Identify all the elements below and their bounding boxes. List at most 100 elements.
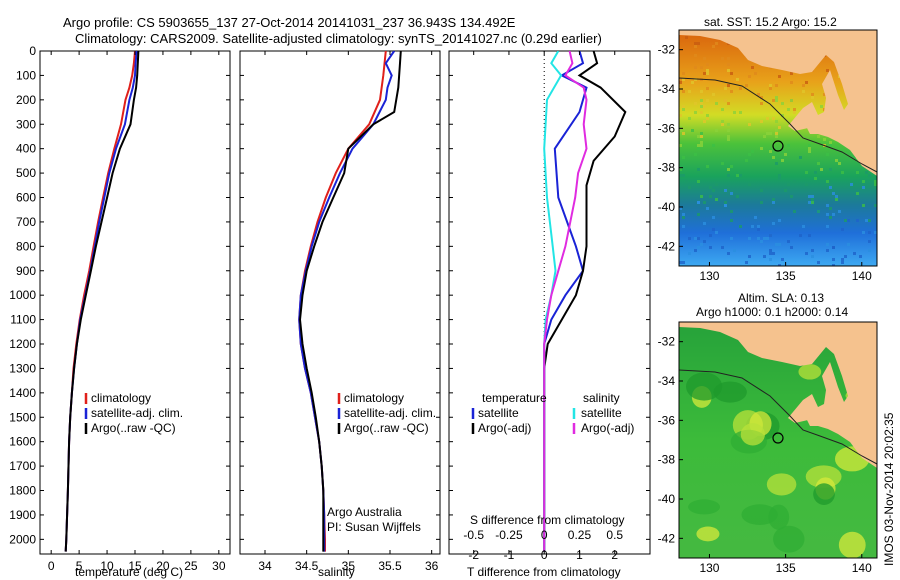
sst-pixel xyxy=(745,261,748,264)
sst-pixel xyxy=(697,168,700,171)
sst-pixel xyxy=(748,123,751,126)
sst-pixel xyxy=(835,159,838,162)
sst-pixel xyxy=(682,72,685,75)
depth-tick-label-13: 1300 xyxy=(9,361,36,375)
depth-tick-label-15: 1500 xyxy=(9,410,36,424)
sst-pixel xyxy=(862,204,865,207)
sst-pixel xyxy=(760,240,763,243)
sst-pixel xyxy=(727,102,730,105)
sst-pixel xyxy=(808,201,811,204)
sst-pixel xyxy=(808,234,811,237)
sst-pixel xyxy=(841,228,844,231)
sla-blob xyxy=(838,531,866,558)
sst-pixel xyxy=(775,162,778,165)
sst-pixel xyxy=(868,249,871,252)
depth-tick-label-19: 1900 xyxy=(9,508,36,522)
sst-pixel xyxy=(793,180,796,183)
sst-pixel xyxy=(712,93,715,96)
sst-pixel xyxy=(838,162,841,165)
salinity-x-tick-label-4: 36 xyxy=(425,559,439,573)
sst-pixel xyxy=(715,102,718,105)
sst-pixel xyxy=(730,72,733,75)
sst-pixel xyxy=(682,108,685,111)
panel-salinity-frame xyxy=(239,50,441,555)
sst-pixel xyxy=(826,204,829,207)
sst-pixel xyxy=(856,171,859,174)
sst-map-ytick-label-4: -40 xyxy=(658,200,676,214)
sla-map-frame xyxy=(678,321,878,559)
sst-pixel xyxy=(694,78,697,81)
sst-map-ytick-label-1: -34 xyxy=(658,82,676,96)
sst-pixel xyxy=(772,117,775,120)
sst-pixel xyxy=(679,81,682,84)
sst-pixel xyxy=(826,180,829,183)
sst-pixel xyxy=(700,141,703,144)
temperature-x-tick-label-4: 20 xyxy=(156,559,170,573)
depth-tick-label-5: 500 xyxy=(16,166,36,180)
sst-pixel xyxy=(820,180,823,183)
sst-pixel xyxy=(697,180,700,183)
sst-pixel xyxy=(727,69,730,72)
sst-pixel xyxy=(817,210,820,213)
sst-pixel xyxy=(787,240,790,243)
sst-pixel xyxy=(811,249,814,252)
temperature-x-tick-label-6: 30 xyxy=(212,559,226,573)
sst-pixel xyxy=(856,219,859,222)
sst-pixel xyxy=(826,249,829,252)
depth-tick-label-14: 1400 xyxy=(9,386,36,400)
sst-pixel xyxy=(769,249,772,252)
sst-pixel xyxy=(727,168,730,171)
sst-pixel xyxy=(748,75,751,78)
sst-pixel xyxy=(748,183,751,186)
sst-pixel xyxy=(730,192,733,195)
sst-pixel xyxy=(727,129,730,132)
salinity-x-tick-label-3: 35.5 xyxy=(378,559,402,573)
sst-pixel xyxy=(736,78,739,81)
sst-pixel xyxy=(766,132,769,135)
sst-pixel xyxy=(811,93,814,96)
sst-pixel xyxy=(709,246,712,249)
sst-pixel xyxy=(706,87,709,90)
sst-pixel xyxy=(700,99,703,102)
sst-pixel xyxy=(751,66,754,69)
sst-pixel xyxy=(715,183,718,186)
sst-map-ytick-label-2: -36 xyxy=(658,121,676,135)
sst-pixel xyxy=(754,72,757,75)
sst-pixel xyxy=(778,243,781,246)
sst-pixel xyxy=(826,225,829,228)
sst-pixel xyxy=(781,114,784,117)
sst-pixel xyxy=(697,201,700,204)
sst-map-ytick-label-0: -32 xyxy=(658,43,676,57)
sst-pixel xyxy=(856,192,859,195)
depth-tick-label-8: 800 xyxy=(16,239,36,253)
sst-pixel xyxy=(769,150,772,153)
sst-pixel xyxy=(808,195,811,198)
sst-pixel xyxy=(688,237,691,240)
sst-pixel xyxy=(703,57,706,60)
legend-s-label-0: satellite xyxy=(581,406,622,420)
sst-pixel xyxy=(820,168,823,171)
sla-map-ytick-label-5: -42 xyxy=(658,531,676,545)
sst-pixel xyxy=(793,111,796,114)
depth-tick-label-18: 1800 xyxy=(9,484,36,498)
sst-pixel xyxy=(862,186,865,189)
sst-pixel xyxy=(778,177,781,180)
temperature-legend-label-1: satellite-adj. clim. xyxy=(91,406,183,420)
sst-pixel xyxy=(679,144,682,147)
temperature-x-tick-label-0: 0 xyxy=(48,559,55,573)
sst-map-axes: 130 135 140 -32 -34 -36 -38 -40 -42 xyxy=(658,43,872,283)
sst-pixel xyxy=(805,252,808,255)
sst-pixel xyxy=(832,192,835,195)
sst-pixel xyxy=(844,219,847,222)
sla-map xyxy=(679,322,877,558)
sst-pixel xyxy=(685,180,688,183)
sst-pixel xyxy=(745,159,748,162)
temperature-legend-label-2: Argo(..raw -QC) xyxy=(91,421,176,435)
sst-pixel xyxy=(706,99,709,102)
sst-pixel xyxy=(694,54,697,57)
sst-pixel xyxy=(748,237,751,240)
sst-pixel xyxy=(790,246,793,249)
chart-title-line1: Argo profile: CS 5903655_137 27-Oct-2014… xyxy=(63,15,516,30)
sla-map-title-line2: Argo h1000: 0.1 h2000: 0.14 xyxy=(696,305,848,319)
